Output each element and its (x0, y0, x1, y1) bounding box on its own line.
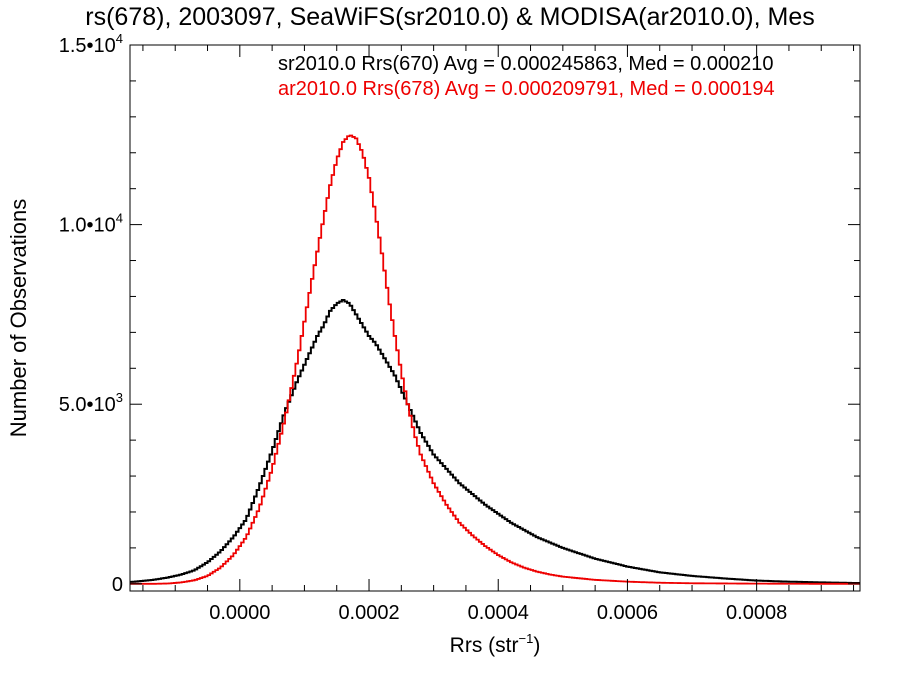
ticks-layer: 0.0000 0.0002 0.0004 0.0006 0.0008 0 5.0•103 1.… (59, 31, 860, 624)
x-tick-label: 0.0002 (338, 602, 399, 624)
y-tick-label: 0 (112, 574, 123, 596)
x-tick-label: 0.0008 (726, 602, 787, 624)
series-1-histogram (130, 134, 860, 585)
y-axis-label: Number of Observations (6, 199, 31, 437)
series-0-histogram (130, 299, 860, 585)
legend-entry-1: ar2010.0 Rrs(678) Avg = 0.000209791, Med… (278, 78, 775, 100)
x-axis-label: Rrs (str−1) (450, 631, 541, 657)
x-axis-label-sup: −1 (519, 631, 534, 646)
plot-frame (129, 44, 861, 592)
x-tick-label: 0.0004 (468, 602, 529, 624)
legend: sr2010.0 Rrs(670) Avg = 0.000245863, Med… (278, 53, 775, 100)
series-layer (130, 134, 860, 585)
y-tick-label: 1.5•104 (59, 31, 123, 57)
legend-entry-0: sr2010.0 Rrs(670) Avg = 0.000245863, Med… (278, 53, 774, 75)
y-tick-label: 5.0•103 (59, 390, 123, 416)
x-axis-label-base: Rrs (str (450, 634, 519, 657)
chart-title: rs(678), 2003097, SeaWiFS(sr2010.0) & MO… (85, 3, 814, 31)
y-tick-label: 1.0•104 (59, 211, 123, 237)
x-axis-label-close: ) (533, 634, 540, 657)
x-tick-label: 0.0006 (597, 602, 658, 624)
x-tick-label: 0.0000 (209, 602, 270, 624)
